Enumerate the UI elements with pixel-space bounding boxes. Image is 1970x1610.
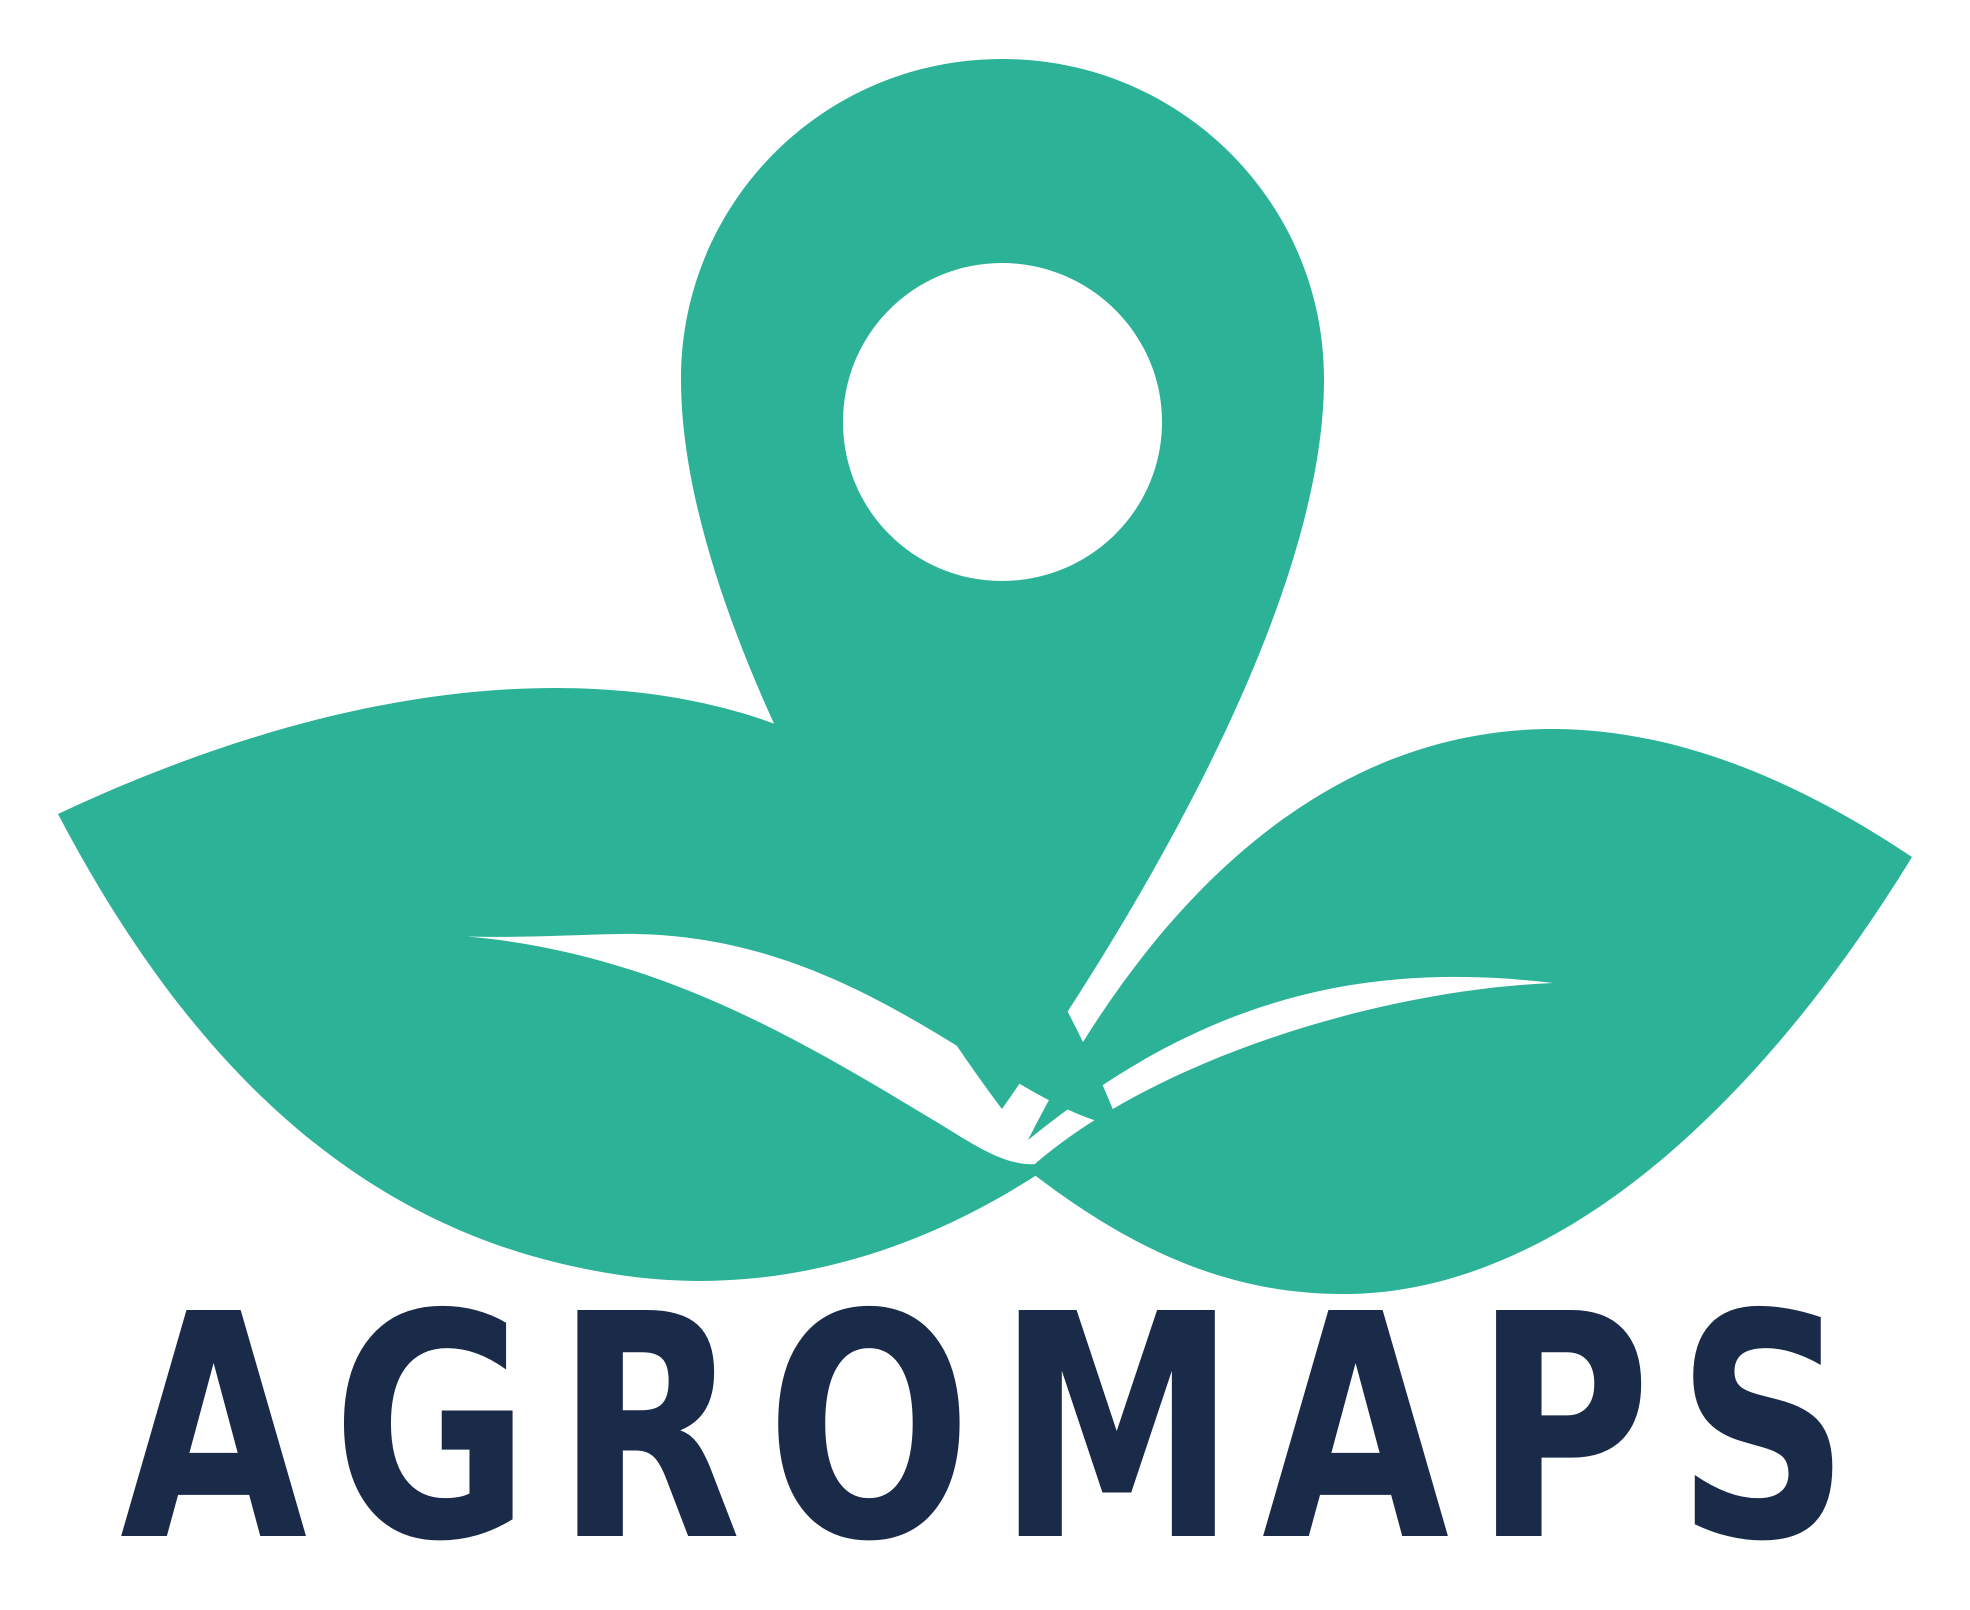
wordmark-letter: G xyxy=(331,1249,531,1610)
wordmark-letter: P xyxy=(1473,1249,1652,1610)
wordmark-letter: A xyxy=(120,1249,308,1610)
wordmark-letter: M xyxy=(996,1249,1238,1610)
left-leaf-icon xyxy=(58,687,1120,1281)
wordmark-letter: R xyxy=(555,1249,742,1610)
brand-wordmark: A G R O M A P S xyxy=(120,1275,1850,1585)
right-leaf-icon xyxy=(1028,728,1912,1295)
wordmark-letter: O xyxy=(766,1249,972,1610)
wordmark-letter: S xyxy=(1675,1249,1851,1610)
wordmark-letter: A xyxy=(1261,1249,1450,1610)
